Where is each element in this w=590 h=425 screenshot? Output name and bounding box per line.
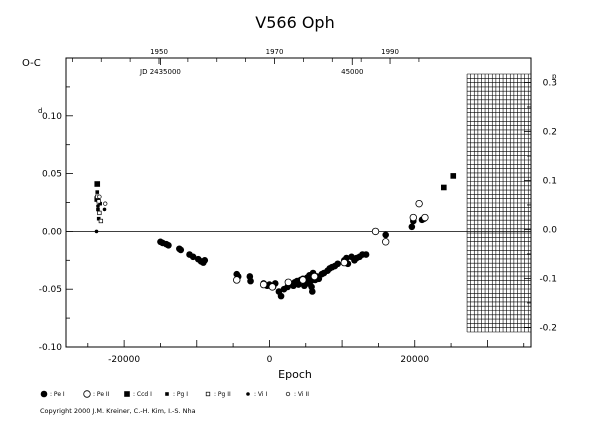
data-point-pe-i <box>201 257 209 264</box>
y-tick-label: 0.05 <box>42 170 62 180</box>
legend-marker <box>165 392 169 396</box>
plot-frame <box>65 57 532 348</box>
legend-marker <box>83 390 91 398</box>
data-point-ccd-i <box>441 184 447 191</box>
data-point-pe-i <box>334 260 342 268</box>
data-point-vi-ii <box>103 201 108 206</box>
y-tick-label: -0.05 <box>39 285 62 295</box>
data-point-ccd-i <box>450 173 457 179</box>
data-point-pe-ii <box>259 280 268 289</box>
data-point-pg-i <box>95 190 100 194</box>
data-point-vi-i <box>94 229 99 234</box>
legend-marker <box>124 391 130 397</box>
data-point-pe-ii <box>284 278 293 286</box>
x-tick-label: 20000 <box>400 355 429 365</box>
data-point-pg-i <box>98 201 102 206</box>
legend-marker <box>246 392 250 396</box>
data-point-pg-ii <box>96 199 101 204</box>
data-point-pe-ii <box>381 238 390 246</box>
legend-marker <box>205 391 211 397</box>
data-point-ccd-i <box>94 181 101 187</box>
legend-label: : Vi II <box>294 391 309 398</box>
y-unit-prefix: d <box>38 107 42 115</box>
right-unit-prefix: p <box>552 72 557 80</box>
plot-border <box>65 57 532 348</box>
legend-label: : Pg II <box>214 391 231 398</box>
data-points <box>94 173 457 300</box>
data-point-pg-i <box>96 207 100 212</box>
legend: : Pe I : Pe II : Ccd I : Pg I : Pg II : Vi I:… <box>40 390 309 398</box>
y-tick-label: 0.00 <box>42 227 62 237</box>
year-tick-label: 1970 <box>266 48 284 56</box>
y-axis-label: O-C <box>22 58 41 69</box>
data-point-pg-i <box>96 216 101 221</box>
year-tick-label: 1990 <box>381 48 399 56</box>
legend-marker <box>285 391 291 397</box>
right-y-tick-label: -0.2 <box>539 323 557 333</box>
right-y-tick-label: -0.1 <box>539 274 557 284</box>
chart-title: V566 Oph <box>255 13 334 32</box>
data-point-pe-ii <box>409 213 417 222</box>
grid-region <box>466 73 531 333</box>
data-point-pe-i <box>177 246 185 254</box>
legend-label: : Pe I <box>50 391 65 398</box>
data-point-vi-i <box>96 204 100 208</box>
copyright-text: Copyright 2000 J.M. Kreiner, C.-H. Kim, … <box>40 407 196 415</box>
data-point-pe-i <box>277 292 285 300</box>
data-point-pe-i <box>362 251 370 258</box>
data-point-pe-ii <box>340 258 348 267</box>
data-point-vi-i <box>102 207 107 212</box>
data-point-pe-i <box>247 277 254 285</box>
data-point-pe-ii <box>310 272 319 281</box>
legend-label: : Pe II <box>93 391 110 398</box>
data-point-pe-i <box>189 253 197 261</box>
jd-label: 45000 <box>341 68 363 76</box>
axes: -20000 0 20000 -0.10 -0.05 0.00 0.05 0.10d -0.2 -… <box>38 48 557 365</box>
y-tick-label: 0.10 <box>42 112 62 122</box>
right-y-tick-label: 0.0 <box>543 225 558 235</box>
right-y-tick-label: 0.2 <box>543 127 557 137</box>
data-point-pe-ii <box>415 199 423 208</box>
legend-label: : Vi I <box>254 391 267 398</box>
right-y-tick-label: 0.3 <box>543 78 557 88</box>
x-axis-label: Epoch <box>278 368 312 381</box>
data-point-ccd-i <box>94 196 101 202</box>
data-point-pg-ii <box>97 210 102 216</box>
data-point-vi-ii <box>97 194 102 199</box>
right-y-tick-label: 0.1 <box>543 176 557 186</box>
data-point-pe-ii <box>421 213 429 222</box>
data-point-pg-ii <box>98 218 104 224</box>
legend-marker <box>40 390 48 398</box>
data-point-pe-i <box>408 223 416 231</box>
jd-label: JD 2435000 <box>139 68 181 76</box>
data-point-pe-ii <box>233 276 241 284</box>
x-tick-label: -20000 <box>108 355 140 365</box>
data-point-pe-ii <box>268 283 277 291</box>
data-point-pe-i <box>309 288 316 295</box>
legend-label: : Ccd I <box>133 391 152 398</box>
y-tick-label: -0.10 <box>39 343 63 353</box>
year-tick-label: 1950 <box>150 48 168 56</box>
data-point-pe-i <box>382 231 389 239</box>
data-point-pe-ii <box>371 227 380 236</box>
data-point-pe-ii <box>299 276 307 284</box>
legend-label: : Pg I <box>173 391 188 398</box>
data-point-pe-i <box>165 241 172 249</box>
x-tick-label: 0 <box>267 355 273 365</box>
